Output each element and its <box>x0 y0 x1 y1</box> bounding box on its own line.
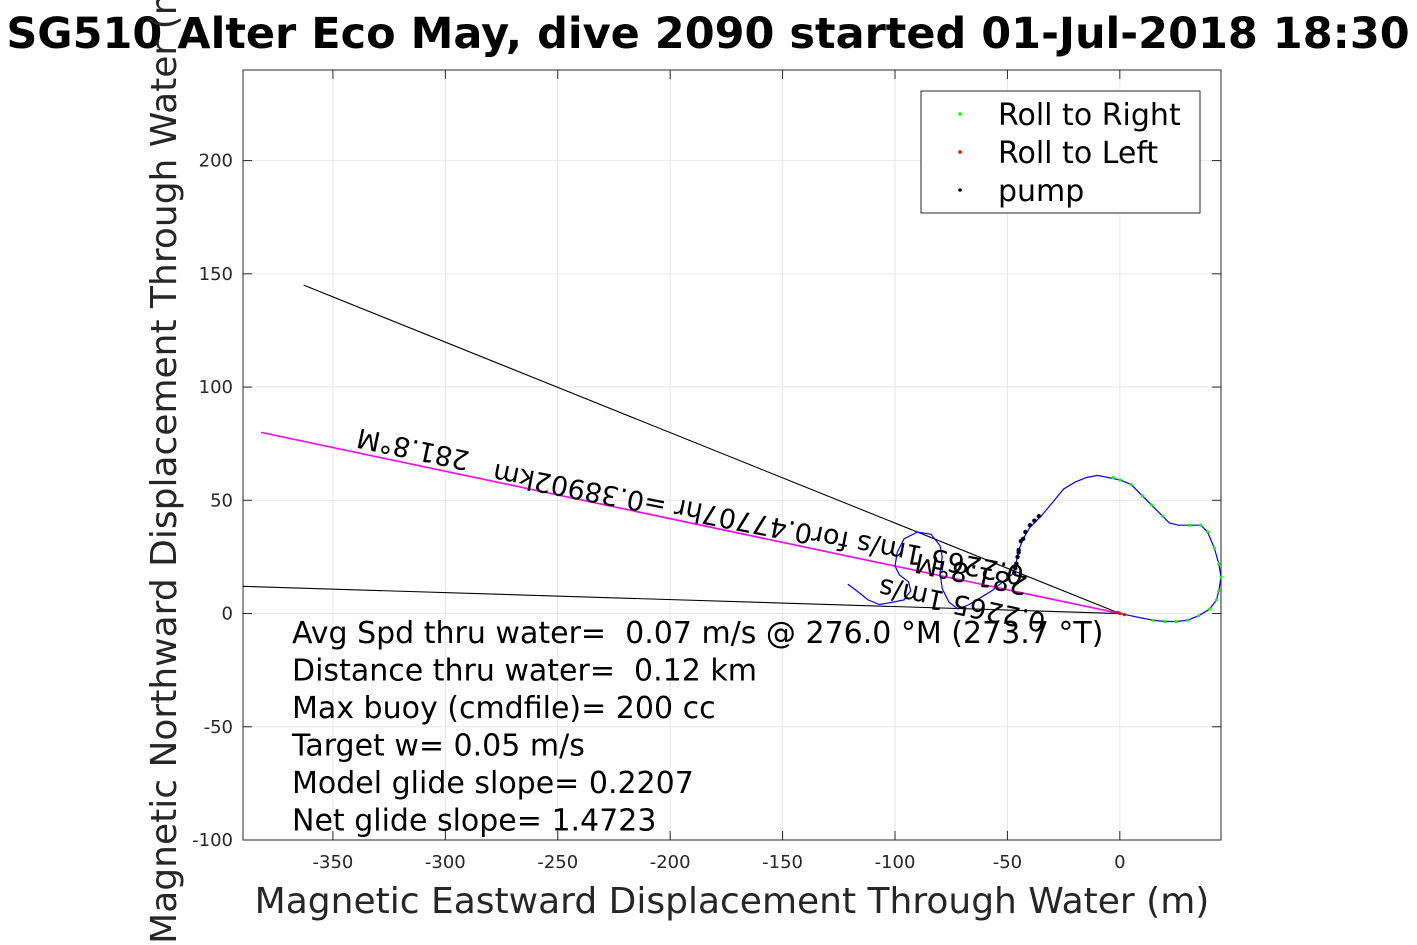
stats-line: Avg Spd thru water= 0.07 m/s @ 276.0 °M … <box>292 616 1103 651</box>
reference-line-black-upper <box>303 284 1121 615</box>
pump-point <box>1020 536 1026 541</box>
stats-line: Model glide slope= 0.2207 <box>292 766 694 801</box>
y-tick-label: 200 <box>199 151 233 172</box>
roll-right-point <box>1163 619 1167 624</box>
roll-left-point <box>1122 613 1126 617</box>
roll-right-point <box>1160 514 1165 518</box>
legend-label: Roll to Left <box>998 136 1158 171</box>
y-tick-label: 50 <box>210 490 233 511</box>
x-tick-label: -250 <box>537 852 578 873</box>
stats-line: Max buoy (cmdfile)= 200 cc <box>292 691 716 726</box>
roll-right-point <box>1129 482 1133 487</box>
pump-point <box>1013 566 1018 571</box>
roll-right-point <box>1118 478 1122 482</box>
roll-right-point <box>1174 619 1178 624</box>
grid <box>243 70 1221 841</box>
roll-right-point <box>1205 530 1210 534</box>
x-tick-label: 0 <box>1114 852 1125 873</box>
roll-right-point <box>1149 503 1153 507</box>
stats-annotations: Avg Spd thru water= 0.07 m/s @ 276.0 °M … <box>291 616 1103 839</box>
roll-right-point <box>1212 546 1216 550</box>
roll-right-point <box>1140 494 1144 498</box>
roll-right-point <box>1208 607 1212 611</box>
roll-right-point <box>1111 476 1115 480</box>
roll-left-point <box>1115 610 1120 614</box>
roll-right-point <box>1219 575 1223 579</box>
pump-point <box>1032 518 1037 523</box>
heading-label: 281.8°M <box>354 421 472 475</box>
marker-layer <box>1011 476 1223 624</box>
x-tick-label: -100 <box>875 852 916 873</box>
roll-right-point <box>1214 598 1219 602</box>
roll-right-point <box>1199 523 1203 527</box>
stats-line: Net glide slope= 1.4723 <box>292 804 656 839</box>
roll-right-point <box>1217 562 1221 566</box>
roll-right-point <box>1217 589 1221 593</box>
legend-marker <box>958 112 962 116</box>
x-tick-label: -350 <box>313 852 354 873</box>
chart-title: SG510 Alter Eco May, dive 2090 started 0… <box>6 9 1409 59</box>
x-axis-label: Magnetic Eastward Displacement Through W… <box>255 881 1210 922</box>
x-tick-label: -50 <box>993 852 1022 873</box>
roll-right-point <box>1151 618 1156 622</box>
legend-label: pump <box>998 174 1084 209</box>
stats-line: Target w= 0.05 m/s <box>291 729 585 764</box>
y-tick-label: 150 <box>199 264 233 285</box>
legend-marker <box>958 150 962 154</box>
y-axis-label: Magnetic Northward Displacement Through … <box>144 0 185 944</box>
stats-line: Distance thru water= 0.12 km <box>292 654 757 689</box>
reference-line-magenta-heading <box>260 431 1120 615</box>
pump-point <box>1023 529 1028 535</box>
roll-right-point <box>1187 523 1192 527</box>
legend-marker <box>958 188 962 192</box>
legend-box <box>920 90 1201 214</box>
line-labels: 281.8°M0.2265 1m/s for0.47707hr =0.38902… <box>354 421 1048 637</box>
reference-line-black-lower <box>242 585 1120 615</box>
y-tick-label: 0 <box>222 604 233 625</box>
plot-area <box>242 69 1222 841</box>
pump-point <box>1036 513 1042 519</box>
y-tick-label: 100 <box>199 377 233 398</box>
x-tick-label: -200 <box>650 852 691 873</box>
pump-point <box>1014 561 1019 566</box>
x-tick-label: -300 <box>425 852 466 873</box>
roll-right-point <box>1196 614 1201 618</box>
roll-right-point <box>1185 618 1189 622</box>
y-tick-label: -100 <box>192 830 233 851</box>
pump-point <box>1011 570 1017 575</box>
legend-label: Roll to Right <box>998 98 1181 133</box>
pump-point <box>1016 550 1021 555</box>
y-tick-label: -50 <box>204 717 233 738</box>
pump-point <box>1027 523 1033 528</box>
x-tick-label: -150 <box>762 852 803 873</box>
axis-ticks: -350 -300 -250 -200 -150 -100 -50 0 -100 -50 0 50 10… <box>192 70 1221 873</box>
reference-lines <box>242 284 1121 615</box>
pump-point <box>1015 554 1020 560</box>
